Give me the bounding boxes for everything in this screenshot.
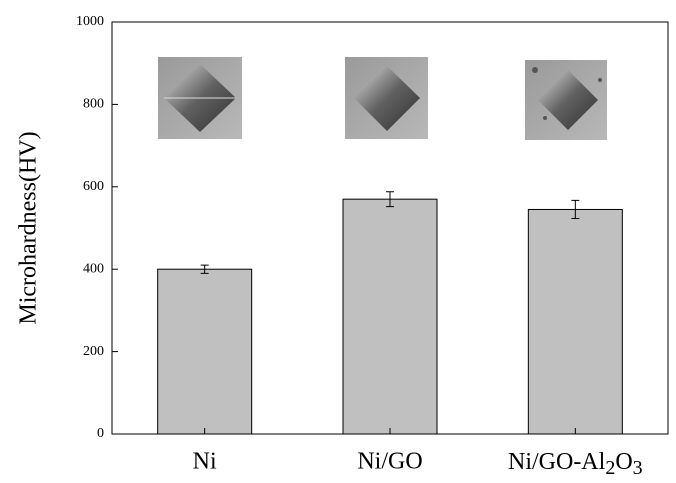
x-tick-label: Ni/GO xyxy=(357,449,422,475)
x-tick-label: Ni/GO-Al2O3 xyxy=(508,449,643,479)
y-tick-label: 200 xyxy=(83,344,104,359)
error-bar xyxy=(571,199,580,220)
y-tick-label: 1000 xyxy=(76,14,104,29)
bar xyxy=(342,198,438,435)
y-tick-label: 800 xyxy=(83,97,104,112)
y-tick-label: 400 xyxy=(83,261,104,276)
bar xyxy=(527,208,623,435)
bar xyxy=(157,268,253,435)
indent-images xyxy=(158,57,607,140)
error-bar xyxy=(200,264,209,274)
indent-image xyxy=(345,57,428,139)
indent-image xyxy=(158,57,242,139)
y-tick-label: 600 xyxy=(83,179,104,194)
x-tick-label: Ni xyxy=(193,449,217,475)
y-axis-label: Microhardness(HV) xyxy=(16,131,42,324)
plot-frame xyxy=(111,21,669,435)
indent-image xyxy=(525,60,607,140)
y-tick-label: 0 xyxy=(97,426,104,441)
error-bar xyxy=(386,191,394,208)
